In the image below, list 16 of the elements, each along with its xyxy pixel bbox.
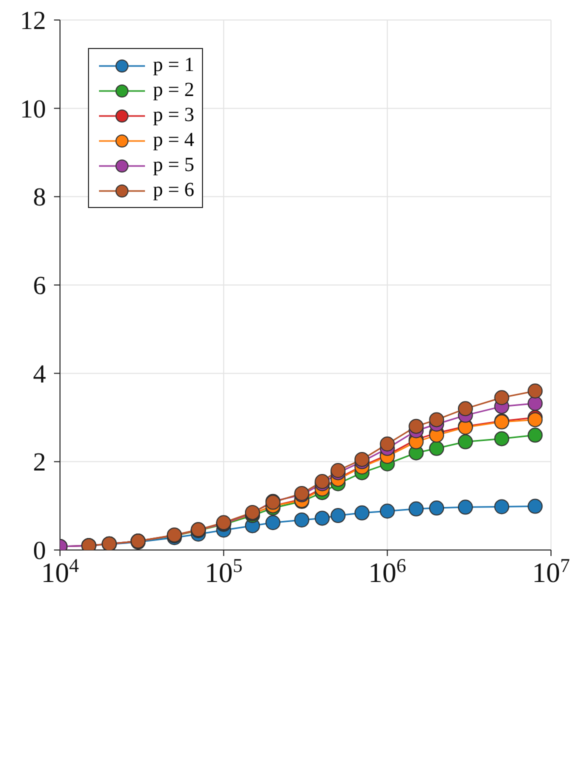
- y-tick-label: 2: [33, 448, 46, 477]
- y-tick-label: 10: [20, 94, 46, 124]
- y-tick-label: 0: [33, 536, 46, 565]
- y-tick-label: 4: [33, 359, 46, 388]
- x-tick-label: 10$^{5}$: [204, 556, 243, 589]
- legend-label: p = 6: [153, 179, 194, 202]
- legend-label: p = 2: [153, 79, 194, 102]
- x-tick-label: 10$^{7}$: [532, 556, 570, 589]
- x-tick-label: 10$^{6}$: [368, 556, 406, 589]
- y-tick-label: 6: [33, 271, 46, 300]
- y-tick-label: 8: [33, 182, 46, 212]
- legend-label: p = 4: [153, 129, 194, 152]
- legend-label: p = 5: [153, 154, 194, 177]
- legend-label: p = 1: [153, 54, 194, 77]
- legend-label: p = 3: [153, 104, 194, 127]
- y-tick-label: 12: [20, 6, 46, 35]
